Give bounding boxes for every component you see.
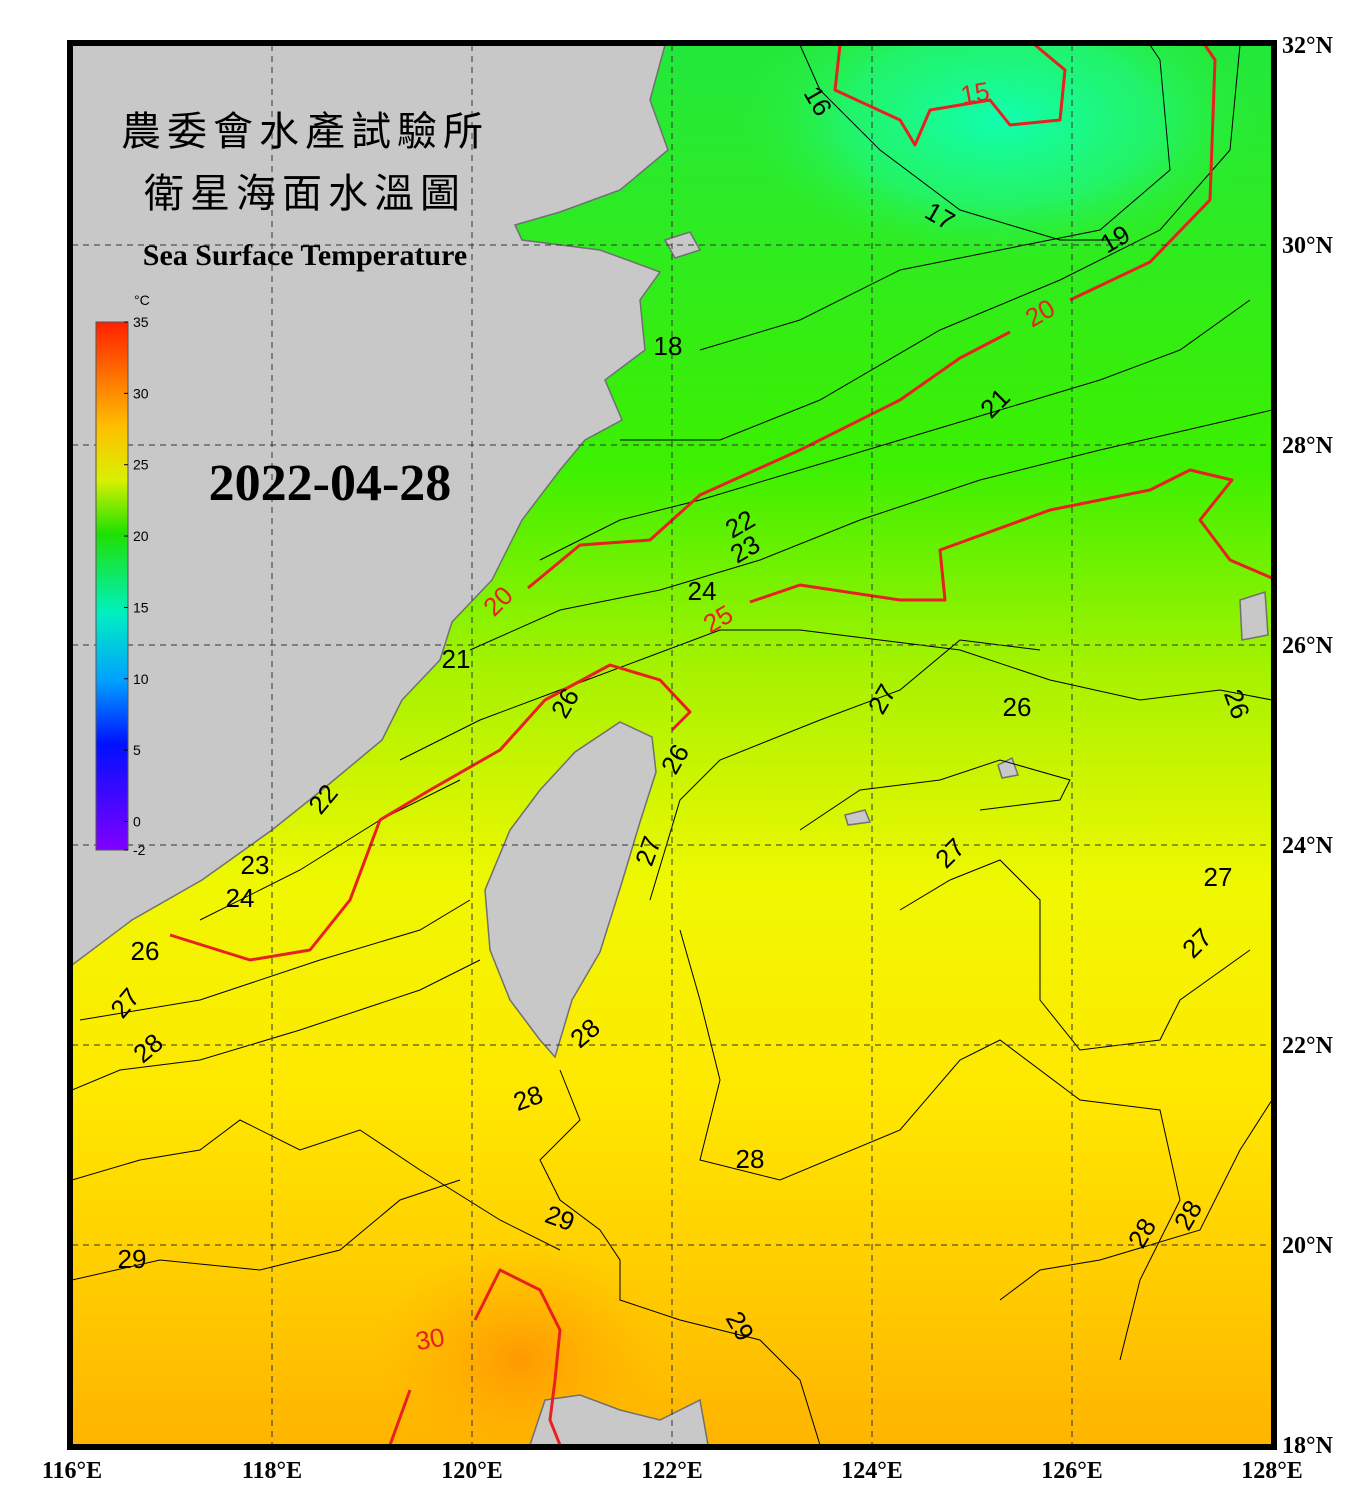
luzon bbox=[529, 1394, 709, 1445]
colorbar-tick-label: 0 bbox=[133, 813, 141, 829]
lat-tick-label: 30°N bbox=[1282, 233, 1334, 259]
title-zh: 衛星海面水溫圖 bbox=[144, 171, 466, 216]
lat-tick-label: 28°N bbox=[1282, 433, 1334, 459]
contour-line bbox=[679, 929, 1181, 1361]
contour-label: 26 bbox=[1003, 692, 1032, 722]
contour-line bbox=[169, 663, 692, 962]
lat-tick-label: 32°N bbox=[1282, 33, 1334, 59]
lat-tick-label: 26°N bbox=[1282, 633, 1334, 659]
title-en: Sea Surface Temperature bbox=[143, 239, 467, 272]
title-zh: 農委會水產試驗所 bbox=[121, 109, 489, 154]
map-frame bbox=[67, 40, 1277, 1450]
contour-line bbox=[833, 45, 1067, 147]
contour-line bbox=[388, 1389, 412, 1445]
land bbox=[72, 45, 1269, 1445]
date: 2022-04-28 bbox=[209, 455, 452, 512]
contour-label: 28 bbox=[736, 1144, 765, 1174]
contour-line bbox=[539, 299, 1251, 561]
contour-line bbox=[749, 468, 1272, 604]
lat-tick-label: 18°N bbox=[1282, 1433, 1334, 1459]
china-coast bbox=[72, 45, 669, 966]
contour-line bbox=[799, 45, 1120, 241]
island bbox=[997, 756, 1019, 779]
colorbar-tick-label: 15 bbox=[133, 599, 149, 615]
contour-line bbox=[473, 1268, 562, 1445]
contour-label: 15 bbox=[958, 76, 992, 111]
contour-line bbox=[1069, 45, 1217, 302]
contour-line bbox=[799, 759, 1071, 831]
contour-line bbox=[620, 45, 1241, 441]
contour-line bbox=[649, 639, 1041, 901]
lat-tick-label: 20°N bbox=[1282, 1233, 1334, 1259]
contour-label: 21 bbox=[442, 644, 471, 674]
warm-water bbox=[370, 1240, 670, 1445]
contour-line bbox=[699, 45, 1171, 351]
island bbox=[1239, 590, 1269, 641]
colorbar bbox=[95, 321, 129, 851]
colorbar-tick-label: 35 bbox=[133, 314, 149, 330]
colorbar-tick-label: 30 bbox=[133, 385, 149, 401]
contour-line bbox=[79, 899, 471, 1021]
colorbar-tick-label: 5 bbox=[133, 742, 141, 758]
colorbar-tick-label: 25 bbox=[133, 457, 149, 473]
taiwan bbox=[484, 721, 657, 1059]
lon-tick-label: 120°E bbox=[441, 1458, 503, 1484]
colorbar-unit: °C bbox=[134, 292, 150, 308]
contour-line bbox=[72, 1179, 461, 1281]
colorbar-tick-label: 20 bbox=[133, 528, 149, 544]
colorbar-tick-label: -2 bbox=[133, 842, 146, 858]
contour-label: 18 bbox=[654, 331, 683, 361]
lat-tick-label: 24°N bbox=[1282, 833, 1334, 859]
colorbar-ticks: 35 30 25 20 15 10 5 0 -2 bbox=[124, 314, 149, 858]
cool-water bbox=[740, 45, 1260, 260]
lat-tick-label: 22°N bbox=[1282, 1033, 1334, 1059]
lon-tick-label: 128°E bbox=[1241, 1458, 1303, 1484]
contour-line bbox=[899, 859, 1251, 1051]
contour-label: 24 bbox=[226, 883, 255, 913]
island bbox=[844, 809, 872, 826]
grid bbox=[72, 45, 1272, 1445]
contour-label: 24 bbox=[688, 576, 717, 606]
axes: 116°E 118°E 120°E 122°E 124°E 126°E 128°E18°N 2… bbox=[42, 33, 1334, 1484]
contour-line bbox=[399, 629, 1272, 761]
lon-tick-label: 126°E bbox=[1041, 1458, 1103, 1484]
lon-tick-label: 118°E bbox=[242, 1458, 302, 1484]
red-contours bbox=[169, 45, 1272, 1445]
contour-line bbox=[469, 409, 1272, 651]
contour-label: 23 bbox=[241, 850, 270, 880]
contour-label: 29 bbox=[118, 1244, 147, 1274]
contour-line bbox=[527, 330, 1011, 590]
contour-label: 30 bbox=[413, 1322, 447, 1357]
lon-tick-label: 122°E bbox=[641, 1458, 703, 1484]
colorbar-tick-label: 10 bbox=[133, 671, 149, 687]
contour-line bbox=[72, 1119, 561, 1251]
contour-label: 27 bbox=[1204, 862, 1233, 892]
lon-tick-label: 116°E bbox=[42, 1458, 102, 1484]
lon-tick-label: 124°E bbox=[841, 1458, 903, 1484]
contour-label: 26 bbox=[131, 936, 160, 966]
contour-line bbox=[539, 1069, 821, 1445]
